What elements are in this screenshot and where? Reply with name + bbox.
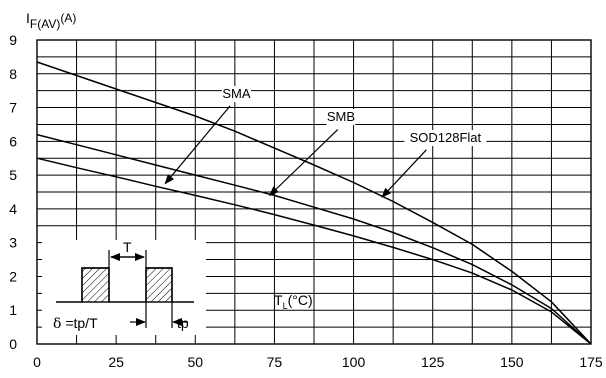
y-axis-label-sub: F(AV) [30, 17, 60, 31]
x-axis-label-main: T [274, 292, 283, 308]
series-label-background [222, 86, 251, 103]
series-label-smb: SMB [327, 109, 355, 124]
x-tick-label: 175 [579, 354, 603, 370]
y-tick-label: 1 [9, 302, 17, 318]
series-label-sma: SMA [222, 86, 251, 101]
plot-frame [36, 39, 592, 345]
x-tick-label: 50 [187, 354, 203, 370]
y-tick-label: 8 [9, 66, 17, 82]
duty-cycle-inset: T tp δ =tp/T [42, 239, 206, 335]
series-line-smb [36, 133, 592, 345]
annotations: SMA SMB SOD128Flat [164, 86, 487, 198]
pulse-hatch-2 [145, 267, 173, 303]
y-tick-label: 9 [9, 32, 17, 48]
duty-cycle-formula: δ =tp/T [53, 315, 98, 332]
x-tick-label: 0 [33, 354, 41, 370]
x-axis-label: TL(°C) [274, 292, 313, 311]
series-arrow [268, 129, 339, 197]
x-axis-label-sub: L [283, 301, 288, 311]
y-tick-label: 2 [9, 268, 17, 284]
x-tick-label: 100 [342, 354, 366, 370]
y-axis-label: IF(AV)(A) [26, 10, 76, 31]
y-tick-label: 6 [9, 133, 17, 149]
y-tick-label: 7 [9, 100, 17, 116]
pulse-width-label: tp [177, 315, 189, 331]
series-label-background [404, 130, 487, 147]
curves [36, 61, 592, 345]
series-line-sod128flat [36, 61, 592, 345]
duty-formula: =tp/T [61, 315, 98, 331]
y-tick-label: 0 [9, 336, 17, 352]
series-arrow [164, 105, 231, 185]
pulse-hatch-1 [81, 267, 110, 303]
x-axis-label-unit: (°C) [288, 292, 313, 308]
series-label-background [326, 109, 356, 126]
x-tick-label: 125 [421, 354, 445, 370]
period-label: T [123, 239, 132, 255]
y-tick-label: 3 [9, 235, 17, 251]
y-axis-label-unit: (A) [60, 11, 76, 25]
series-label-sod128flat: SOD128Flat [410, 130, 482, 145]
x-tick-label: 150 [500, 354, 524, 370]
x-tick-label: 25 [108, 354, 124, 370]
series-line-sma [36, 157, 592, 345]
y-tick-label: 5 [9, 167, 17, 183]
duty-symbol: δ [53, 316, 61, 332]
series-arrow [381, 149, 427, 198]
tick-labels: 0 25 50 75 100 125 150 175 0 1 2 3 4 5 6 7 8 9 [9, 32, 603, 370]
y-tick-label: 4 [9, 201, 17, 217]
x-tick-label: 75 [267, 354, 283, 370]
y-axis-label-main: I [26, 10, 30, 26]
